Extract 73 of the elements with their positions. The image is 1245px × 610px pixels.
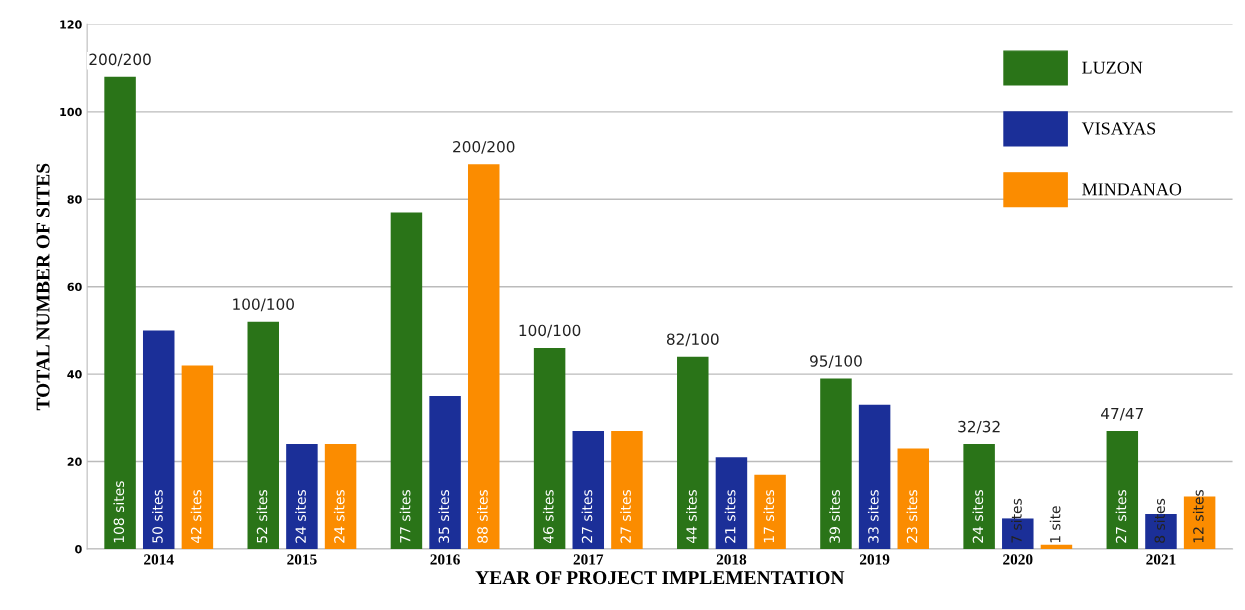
bar [858,404,891,549]
data-label: 12 sites [1192,490,1204,543]
y-tick-label: 80 [67,195,82,204]
bar [677,356,709,549]
data-label: 17 sites [763,490,775,543]
data-label: 108 sites [113,481,125,543]
data-label: 39 sites [829,490,840,543]
x-axis-title: YEAR OF PROJECT IMPLEMENTATION [475,571,845,585]
bar [611,430,643,549]
data-label: 24 sites [972,490,984,543]
bar [324,444,357,549]
bar [820,378,852,549]
x-tick-label: 2018 [716,554,747,565]
bar [390,212,423,549]
bar [533,347,566,549]
y-tick-label: 40 [67,370,82,379]
data-label: 23 sites [906,490,918,543]
y-tick-label: 100 [60,107,82,117]
x-tick-label: 2014 [144,554,174,565]
bar [1040,544,1073,549]
data-label: 42 sites [190,490,202,544]
y-axis-title: TOTAL NUMBER OF SITES [36,163,50,411]
data-label: 33 sites [867,490,879,543]
legend-label: VISAYAS [1081,122,1156,135]
bar [104,76,136,549]
bar [142,330,175,549]
y-tick-label: 0 [75,544,82,554]
bar [429,395,461,549]
data-label: 27 sites [1115,490,1127,543]
x-tick-label: 2020 [1003,554,1033,565]
data-label: 27 sites [620,490,631,543]
bar [754,474,786,549]
y-tick-label: 20 [67,457,82,466]
annotation: 200/200 [453,141,515,154]
x-tick-label: 2017 [573,554,604,565]
annotation: 32/32 [958,420,1000,434]
data-label: 52 sites [256,490,268,543]
x-tick-label: 2019 [859,554,890,565]
data-label: 24 sites [333,490,345,543]
data-label: 27 sites [581,490,593,543]
data-label: 50 sites [152,490,163,543]
x-tick-label: 2015 [287,554,317,565]
x-tick-label: 2016 [430,554,460,565]
legend-label: MINDANAO [1082,183,1182,196]
annotation: 100/100 [233,298,294,312]
bar [963,444,995,549]
bar [468,164,500,549]
annotation: 82/100 [666,333,719,347]
data-label: 77 sites [399,490,411,543]
y-tick-label: 120 [60,20,82,29]
annotation: 200/200 [89,53,151,67]
bar [286,444,318,549]
annotation: 95/100 [810,355,862,368]
bar [1106,430,1139,549]
data-label: 21 sites [724,490,736,543]
y-tick-label: 60 [67,282,82,292]
data-label: 88 sites [477,490,488,543]
data-label: 24 sites [295,490,306,543]
annotation: 100/100 [519,324,581,338]
legend-label: LUZON [1082,61,1143,74]
data-label: 7 sites [1011,498,1022,543]
data-label: 35 sites [438,490,450,543]
data-label: 8 sites [1154,498,1165,543]
bar [572,430,605,549]
data-label: 44 sites [686,490,697,544]
bar [181,365,214,549]
data-label: 1 site [1049,506,1061,543]
data-label: 46 sites [542,490,554,544]
x-tick-label: 2021 [1146,554,1176,565]
annotation: 47/47 [1101,407,1144,421]
bar [897,448,930,549]
bar [715,457,748,549]
bar [247,321,279,549]
